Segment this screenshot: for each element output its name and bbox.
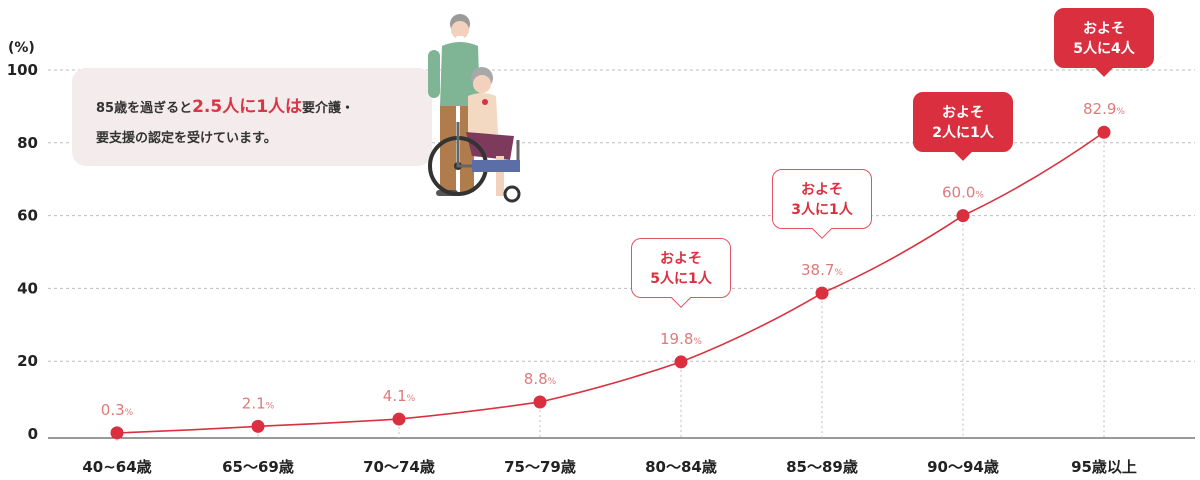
y-tick-label: 40 bbox=[17, 279, 38, 297]
data-point bbox=[956, 209, 970, 223]
value-label: 2.1% bbox=[242, 394, 275, 412]
summary-line2: 要支援の認定を受けています。 bbox=[96, 131, 277, 146]
data-point bbox=[1097, 125, 1111, 139]
x-tick-label: 75〜79歳 bbox=[504, 458, 576, 476]
data-points bbox=[110, 125, 1111, 440]
value-label: 4.1% bbox=[383, 387, 416, 405]
bubble-line2: 2人に1人 bbox=[932, 124, 994, 141]
x-tick-label: 85〜89歳 bbox=[786, 458, 858, 476]
value-labels: 0.3% 2.1% 4.1% 8.8% 19.8% 38.7% 60.0% 82.9% bbox=[101, 100, 1126, 419]
bubble-line1: およそ bbox=[1083, 21, 1125, 38]
bubble-line1: およそ bbox=[660, 250, 702, 267]
elderly-couple-wheelchair-illustration bbox=[428, 14, 521, 203]
value-label: 0.3% bbox=[101, 401, 134, 419]
x-axis: 40~64歳 65〜69歳 70〜74歳 75〜79歳 80〜84歳 85〜89歳 90〜9… bbox=[82, 458, 1137, 476]
data-point bbox=[110, 426, 124, 440]
x-tick-label: 80〜84歳 bbox=[645, 458, 717, 476]
data-point bbox=[674, 355, 688, 369]
y-axis-unit: (%) bbox=[8, 40, 35, 56]
y-tick-label: 60 bbox=[17, 207, 38, 225]
x-tick-label: 65〜69歳 bbox=[222, 458, 294, 476]
vertical-guides bbox=[116, 140, 1105, 441]
summary-pre: 85歳を過ぎると bbox=[96, 101, 193, 116]
value-label: 60.0% bbox=[942, 184, 984, 202]
x-tick-label: 40~64歳 bbox=[82, 458, 151, 476]
value-label: 8.8% bbox=[524, 370, 557, 388]
x-tick-label: 90〜94歳 bbox=[927, 458, 999, 476]
bubble-line1: およそ bbox=[801, 182, 843, 199]
series-line bbox=[116, 131, 1105, 434]
x-tick-label: 95歳以上 bbox=[1071, 458, 1137, 476]
data-point bbox=[533, 395, 547, 409]
data-point bbox=[251, 419, 265, 433]
summary-text: 85歳を過ぎると2.5人に1人は要介護・ 要支援の認定を受けています。 bbox=[96, 92, 426, 154]
bubble-line2: 5人に4人 bbox=[1073, 41, 1135, 58]
summary-callout: 85歳を過ぎると2.5人に1人は要介護・ 要支援の認定を受けています。 bbox=[72, 68, 432, 166]
ratio-bubble: およそ 3人に1人 bbox=[772, 169, 872, 240]
summary-post: 要介護・ bbox=[302, 101, 355, 116]
data-point bbox=[815, 286, 829, 300]
y-tick-label: 100 bbox=[7, 61, 38, 79]
y-tick-label: 80 bbox=[17, 134, 38, 152]
summary-highlight: 2.5人に1人は bbox=[192, 97, 303, 117]
ratio-bubble: およそ 2人に1人 bbox=[913, 91, 1013, 161]
bubble-line2: 5人に1人 bbox=[650, 270, 712, 287]
ratio-bubble: およそ 5人に1人 bbox=[631, 237, 731, 308]
x-tick-label: 70〜74歳 bbox=[363, 458, 435, 476]
bubble-line2: 3人に1人 bbox=[791, 202, 853, 219]
value-label: 82.9% bbox=[1083, 100, 1125, 118]
data-point bbox=[392, 412, 406, 426]
y-axis: (%) 0 20 40 60 80 100 bbox=[7, 40, 38, 443]
ratio-bubble: およそ 5人に4人 bbox=[1054, 8, 1154, 78]
value-label: 19.8% bbox=[660, 330, 702, 348]
y-tick-label: 20 bbox=[17, 352, 38, 370]
value-label: 38.7% bbox=[801, 261, 843, 279]
bubble-line1: およそ bbox=[942, 104, 984, 121]
y-tick-label: 0 bbox=[28, 425, 38, 443]
